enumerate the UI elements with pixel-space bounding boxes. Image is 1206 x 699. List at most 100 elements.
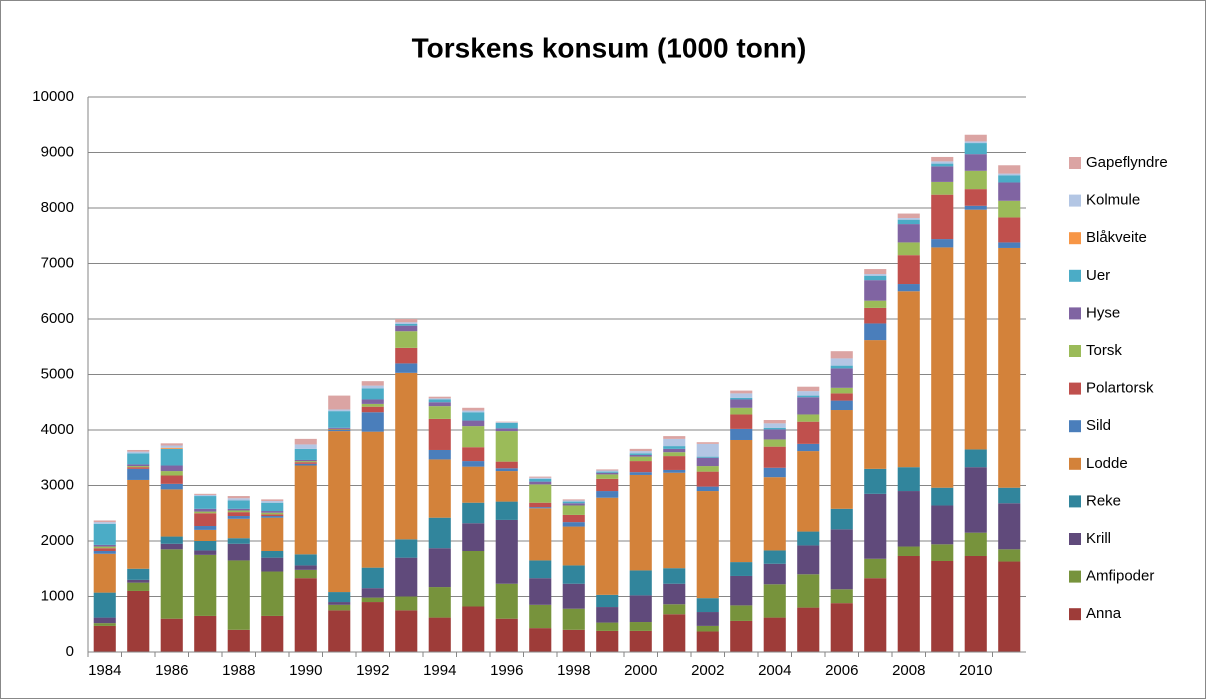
bar-segment — [730, 399, 753, 408]
bar-segment — [194, 526, 217, 530]
bar-segment — [596, 491, 619, 498]
bar-segment — [328, 604, 351, 611]
bar-segment — [830, 603, 853, 652]
bar-segment — [127, 464, 150, 467]
bar-segment — [261, 501, 284, 503]
bar-segment — [294, 565, 317, 570]
bar-segment — [629, 630, 652, 652]
bar-segment — [261, 516, 284, 518]
bar-segment — [864, 558, 887, 579]
y-tick-label: 9000 — [41, 143, 74, 160]
x-tick-label: 1996 — [490, 662, 523, 679]
bar-segment — [763, 584, 786, 618]
bar-segment — [864, 275, 887, 281]
bar-segment — [495, 519, 518, 584]
bar-segment — [294, 438, 317, 445]
bar-segment — [629, 474, 652, 571]
bar-segment — [830, 351, 853, 359]
bar-segment — [696, 471, 719, 487]
bar-segment — [529, 484, 552, 503]
bar-segment — [931, 239, 954, 248]
bar-segment — [495, 471, 518, 502]
bar-segment — [227, 516, 250, 519]
bar-segment — [227, 543, 250, 561]
bar-segment — [797, 386, 820, 392]
y-tick-label: 4000 — [41, 421, 74, 438]
legend-swatch — [1069, 345, 1081, 357]
bar-segment — [596, 622, 619, 631]
bar-segment — [328, 592, 351, 603]
bar-segment — [663, 568, 686, 584]
bar-segment — [897, 213, 920, 218]
bar-segment — [160, 471, 183, 476]
bar-segment — [964, 467, 987, 533]
bar-segment — [864, 578, 887, 652]
bar-segment — [160, 447, 183, 449]
bar-segment — [428, 398, 451, 400]
bar-segment — [897, 491, 920, 547]
bar-segment — [797, 414, 820, 422]
bar-segment — [395, 610, 418, 652]
bar-segment — [194, 508, 217, 512]
bar-segment — [462, 466, 485, 503]
bar-segment — [261, 517, 284, 551]
bar-segment — [160, 445, 183, 448]
bar-segment — [830, 410, 853, 509]
bar-segment — [696, 457, 719, 467]
bar-segment — [529, 476, 552, 478]
bar-segment — [864, 468, 887, 494]
x-tick-label: 2008 — [892, 662, 925, 679]
bar-segment — [160, 465, 183, 472]
bar-segment — [227, 538, 250, 544]
bar-segment — [562, 526, 585, 566]
bar-segment — [160, 475, 183, 484]
bar-segment — [763, 427, 786, 430]
legend-label: Polartorsk — [1086, 380, 1154, 397]
bar-segment — [562, 505, 585, 515]
bar-segment — [931, 487, 954, 506]
legend-swatch — [1069, 382, 1081, 395]
bar-segment — [294, 462, 317, 464]
bar-segment — [830, 589, 853, 604]
bar-segment — [931, 544, 954, 561]
bar-segment — [395, 325, 418, 332]
bar-segment — [562, 629, 585, 652]
bar-segment — [596, 474, 619, 479]
bar-segment — [998, 175, 1021, 183]
bar-segment — [797, 443, 820, 452]
bar-segment — [361, 406, 384, 413]
bar-segment — [529, 477, 552, 479]
bar-segment — [328, 429, 351, 430]
bar-segment — [428, 402, 451, 407]
legend-swatch — [1069, 307, 1081, 320]
bar-segment — [462, 447, 485, 462]
bar-segment — [261, 557, 284, 572]
bar-segment — [495, 618, 518, 652]
bar-segment — [294, 569, 317, 579]
bar-segment — [797, 395, 820, 398]
y-tick-label: 2000 — [41, 532, 74, 549]
bar-segment — [897, 555, 920, 652]
bar-segment — [395, 363, 418, 373]
bar-segment — [361, 385, 384, 389]
bar-segment — [629, 461, 652, 473]
bar-segment — [562, 608, 585, 630]
bar-segment — [462, 410, 485, 413]
bar-segment — [998, 549, 1021, 562]
bar-segment — [227, 496, 250, 499]
bar-segment — [931, 156, 954, 162]
bar-segment — [361, 588, 384, 598]
legend-swatch — [1069, 457, 1081, 470]
chart-title: Torskens konsum (1000 tonn) — [412, 32, 807, 63]
bar-segment — [495, 583, 518, 619]
bar-segment — [495, 422, 518, 429]
bar-segment — [462, 550, 485, 607]
bar-segment — [897, 284, 920, 292]
bar-segment — [696, 491, 719, 599]
bar-segment — [160, 549, 183, 619]
y-tick-label: 5000 — [41, 365, 74, 382]
bar-segment — [127, 466, 150, 468]
bar-segment — [830, 358, 853, 366]
bar-segment — [864, 340, 887, 469]
bar-segment — [763, 467, 786, 478]
